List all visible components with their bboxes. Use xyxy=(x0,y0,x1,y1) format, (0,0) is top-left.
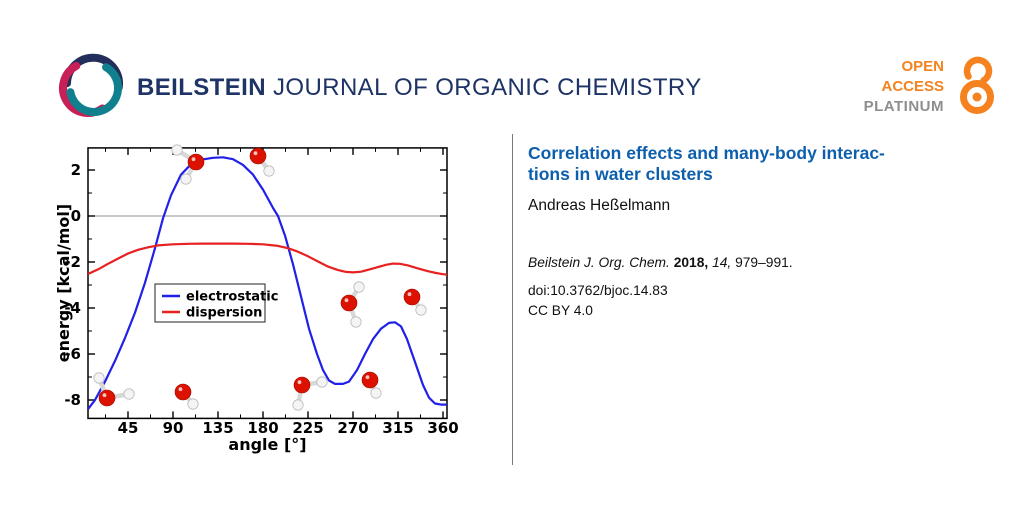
series-dispersion xyxy=(87,242,448,276)
y-tick-label: -6 xyxy=(64,345,81,363)
journal-name-rest: JOURNAL OF ORGANIC CHEMISTRY xyxy=(265,74,702,101)
oxygen-atom xyxy=(249,147,267,165)
article-doi: doi:10.3762/bjoc.14.83 xyxy=(528,283,668,298)
hydrogen-atom xyxy=(93,372,105,384)
water-bond xyxy=(346,300,359,325)
oxygen-atom xyxy=(293,376,311,394)
hydrogen-atom xyxy=(123,388,135,400)
y-tick-label: -2 xyxy=(64,253,81,271)
x-tick-label: 135 xyxy=(202,419,233,437)
x-tick-label: 180 xyxy=(247,419,278,437)
hydrogen-atom xyxy=(180,173,192,185)
x-tick-label: 90 xyxy=(163,419,184,437)
y-axis-label: energy [kcal/mol] xyxy=(54,204,73,362)
vertical-divider xyxy=(512,134,513,465)
open-access-label: OPEN ACCESS PLATINUM xyxy=(820,57,944,117)
oxygen-atom xyxy=(174,383,192,401)
oxygen-atom xyxy=(361,371,379,389)
water-bond xyxy=(367,377,379,396)
water-bond xyxy=(346,284,362,306)
hydrogen-atom xyxy=(415,304,427,316)
oxygen-highlight xyxy=(191,157,196,162)
oxygen-highlight xyxy=(344,298,349,303)
hydrogen-atom xyxy=(316,376,328,388)
water-bond xyxy=(96,375,110,401)
oxygen-highlight xyxy=(102,393,107,398)
hydrogen-atom xyxy=(292,399,304,411)
oxygen-atom xyxy=(340,294,358,312)
legend-label-dispersion: dispersion xyxy=(186,306,262,321)
water-bond xyxy=(174,147,199,165)
oxygen-highlight xyxy=(178,387,183,392)
article-citation: Beilstein J. Org. Chem. 2018, 14, 979–99… xyxy=(528,255,793,270)
series-electrostatic xyxy=(87,156,447,410)
oxygen-highlight xyxy=(407,292,412,297)
article-title: Correlation effects and many-body intera… xyxy=(528,143,973,185)
x-tick-label: 225 xyxy=(292,419,323,437)
oxygen-atom xyxy=(98,389,116,407)
hydrogen-atom xyxy=(187,398,199,410)
citation-journal: Beilstein J. Org. Chem. xyxy=(528,255,670,270)
x-tick-label: 315 xyxy=(382,419,413,437)
hydrogen-atom xyxy=(350,316,362,328)
oxygen-highlight xyxy=(297,380,302,385)
x-tick-label: 45 xyxy=(118,419,139,437)
journal-name-bold: BEILSTEIN xyxy=(137,74,266,101)
y-tick-label: -4 xyxy=(64,299,81,317)
water-bond xyxy=(295,382,305,408)
hydrogen-atom xyxy=(370,387,382,399)
y-tick-label: 2 xyxy=(71,161,81,179)
water-bond xyxy=(183,159,199,182)
oxygen-atom xyxy=(403,288,421,306)
chart-legend-box xyxy=(154,283,266,323)
y-tick-label: -8 xyxy=(64,391,81,409)
open-access-line2: ACCESS xyxy=(881,78,944,95)
plot-frame xyxy=(87,147,448,420)
open-access-line1: OPEN xyxy=(901,58,944,75)
oxygen-highlight xyxy=(253,151,258,156)
citation-year: 2018, xyxy=(669,255,713,270)
water-bond xyxy=(255,153,272,174)
water-bond xyxy=(104,391,132,401)
hydrogen-atom xyxy=(263,165,275,177)
x-tick-label: 270 xyxy=(337,419,368,437)
beilstein-logo-icon xyxy=(59,53,123,117)
open-access-line3: PLATINUM xyxy=(863,98,944,115)
article-license: CC BY 4.0 xyxy=(528,303,593,318)
y-tick-label: 0 xyxy=(71,207,81,225)
citation-pages: 979–991. xyxy=(735,255,793,270)
hydrogen-atom xyxy=(171,144,183,156)
oxygen-highlight xyxy=(365,375,370,380)
journal-name: BEILSTEIN JOURNAL OF ORGANIC CHEMISTRY xyxy=(137,74,702,102)
water-bond xyxy=(299,379,325,388)
x-tick-label: 360 xyxy=(427,419,458,437)
citation-volume: 14, xyxy=(712,255,736,270)
x-axis-label: angle [°] xyxy=(228,435,306,454)
hydrogen-atom xyxy=(353,281,365,293)
water-bond xyxy=(180,389,196,407)
open-access-lock-icon xyxy=(960,56,994,114)
article-author: Andreas Heßelmann xyxy=(528,197,671,214)
article-title-line1: Correlation effects and many-body intera… xyxy=(528,143,885,163)
water-bond xyxy=(409,294,424,313)
oxygen-atom xyxy=(187,153,205,171)
legend-label-electrostatic: electrostatic xyxy=(186,290,278,305)
article-title-line2: tions in water clusters xyxy=(528,164,713,184)
